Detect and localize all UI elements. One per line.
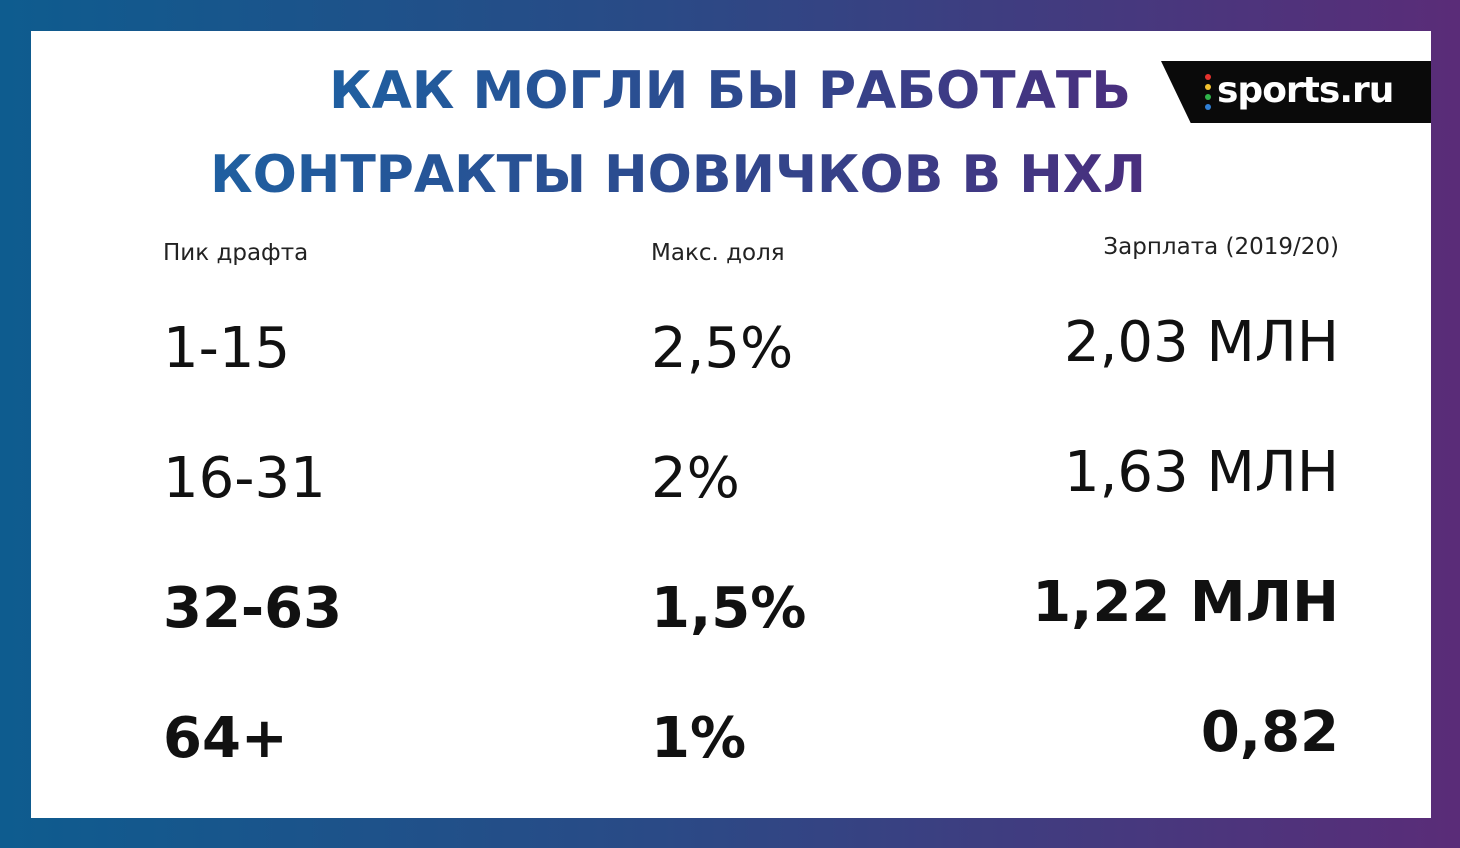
logo-dots-icon bbox=[1205, 74, 1211, 110]
sports-ru-logo: sports.ru bbox=[1161, 61, 1431, 123]
title-line-2: КОНТРАКТЫ НОВИЧКОВ В НХЛ bbox=[210, 145, 1146, 205]
logo-dot-blue bbox=[1205, 104, 1211, 110]
column-header-share: Макс. доля bbox=[651, 240, 785, 266]
title-line-1: КАК МОГЛИ БЫ РАБОТАТЬ bbox=[329, 61, 1131, 121]
column-header-pick: Пик драфта bbox=[163, 240, 309, 266]
row-2-share: 2% bbox=[651, 446, 740, 511]
logo-dot-red bbox=[1205, 74, 1211, 80]
row-2-pick: 16-31 bbox=[163, 446, 326, 511]
logo-dot-yellow bbox=[1205, 84, 1211, 90]
row-1-share: 2,5% bbox=[651, 316, 794, 381]
logo-dot-green bbox=[1205, 94, 1211, 100]
row-3-salary: 1,22 МЛН bbox=[1032, 570, 1339, 635]
row-1-pick: 1-15 bbox=[163, 316, 291, 381]
row-3-share: 1,5% bbox=[651, 576, 807, 641]
infographic-card: КАК МОГЛИ БЫ РАБОТАТЬ КОНТРАКТЫ НОВИЧКОВ… bbox=[31, 31, 1431, 818]
row-2-salary: 1,63 МЛН bbox=[1063, 440, 1339, 505]
row-4-salary: 0,82 bbox=[1200, 700, 1339, 765]
column-header-salary: Зарплата (2019/20) bbox=[1103, 234, 1339, 260]
row-3-pick: 32-63 bbox=[163, 576, 343, 641]
row-1-salary: 2,03 МЛН bbox=[1063, 310, 1339, 375]
row-4-pick: 64+ bbox=[163, 706, 288, 771]
logo-text: sports.ru bbox=[1217, 70, 1394, 111]
row-4-share: 1% bbox=[651, 706, 747, 771]
